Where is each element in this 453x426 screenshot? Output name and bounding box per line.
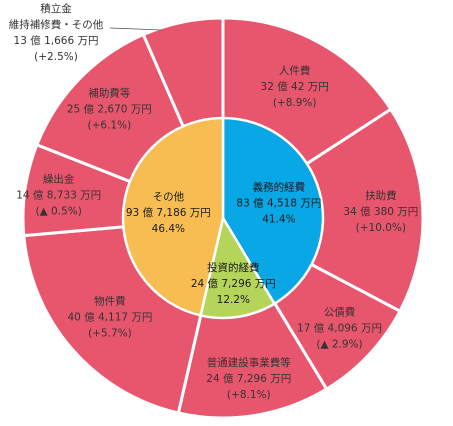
inner-label-2: その他 93 億 7,186 万円 46.4% — [126, 190, 211, 235]
outer-label-2: 公債費 17 億 4,096 万円(▲ 2.9%) — [297, 306, 382, 351]
inner-pie — [121, 116, 325, 320]
outer-label-4: 物件費 40 億 4,117 万円(+5.7%) — [67, 295, 152, 340]
inner-label-0: 義務的経費 83 億 4,518 万円 41.4% — [236, 181, 321, 226]
inner-slice-1 — [199, 214, 277, 320]
outer-label-1: 扶助費 34 億 380 万円(+10.0%) — [343, 189, 418, 234]
leader-line — [109, 27, 163, 31]
outer-label-5: 繰出金 14 億 8,733 万円(▲ 0.5%) — [16, 172, 101, 217]
inner-label-1: 投資的経費 24 億 7,296 万円 12.2% — [191, 261, 276, 306]
outer-label-0: 人件費 32 億 42 万円(+8.9%) — [261, 64, 329, 109]
outer-label-3: 普通建設事業費等 24 億 7,296 万円(+8.1%) — [206, 356, 291, 401]
leader-line-group — [109, 27, 163, 31]
inner-slice-2 — [121, 116, 225, 317]
label-group: 人件費 32 億 42 万円(+8.9%) 扶助費 34 億 380 万円(+10.0… — [9, 2, 419, 401]
outer-label-6: 補助費等 25 億 2,670 万円(+6.1%) — [67, 86, 152, 131]
outer-label-7: 積立金維持補修費・その他 13 億 1,666 万円(+2.5%) — [9, 2, 104, 63]
